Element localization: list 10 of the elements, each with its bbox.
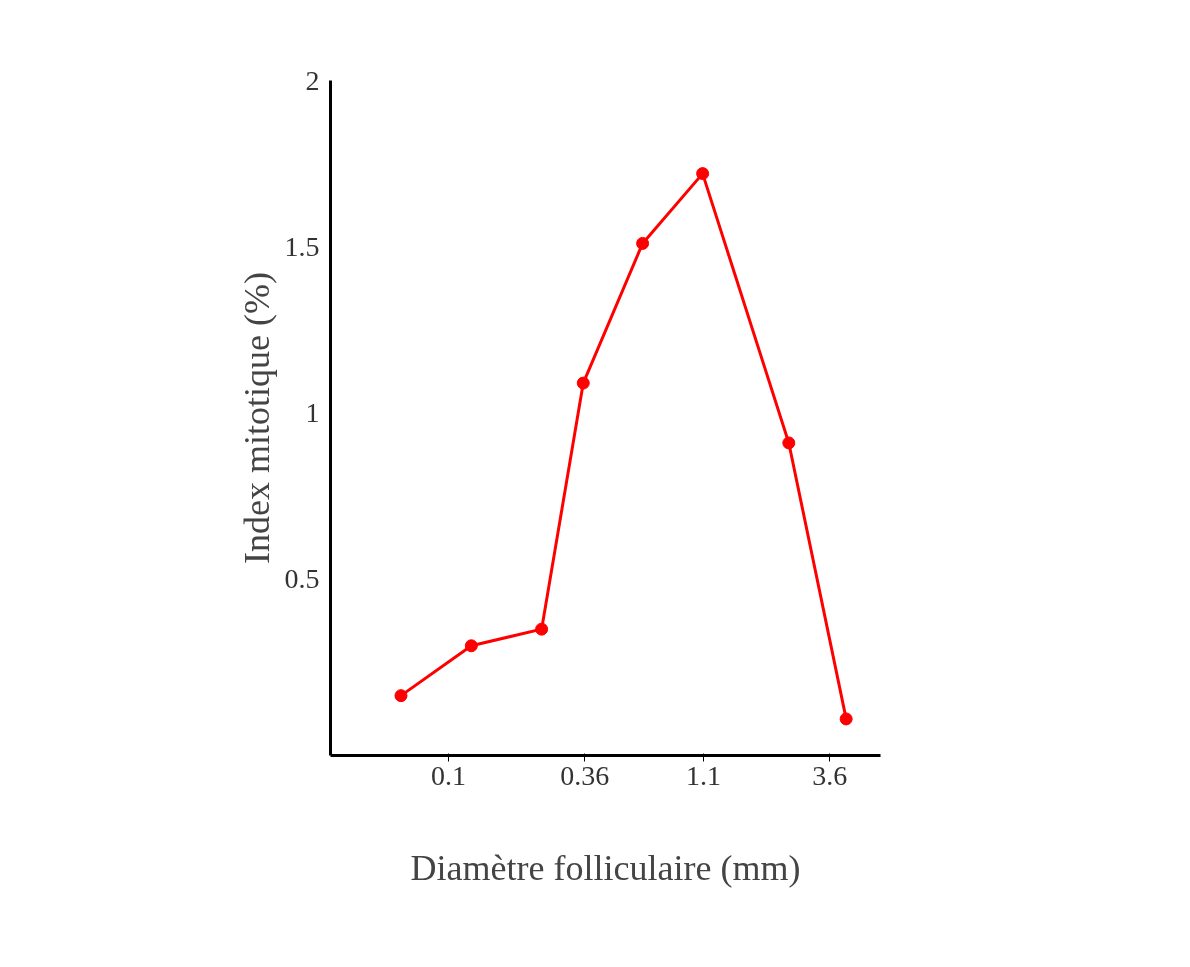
x-tick-label: 3.6 — [812, 759, 848, 791]
x-axis-title: Diamètre folliculaire (mm) — [410, 847, 801, 888]
x-tick-label: 0.36 — [560, 759, 610, 791]
y-tick-label: 1 — [305, 397, 320, 429]
y-tick-label: 0.5 — [284, 563, 320, 595]
y-axis-title: Index mitotique (%) — [236, 272, 277, 564]
x-tick-label: 0.1 — [430, 759, 466, 791]
y-tick-label: 2 — [305, 64, 320, 96]
x-tick-label: 1.1 — [686, 759, 722, 791]
y-tick-label: 1.5 — [284, 230, 320, 262]
